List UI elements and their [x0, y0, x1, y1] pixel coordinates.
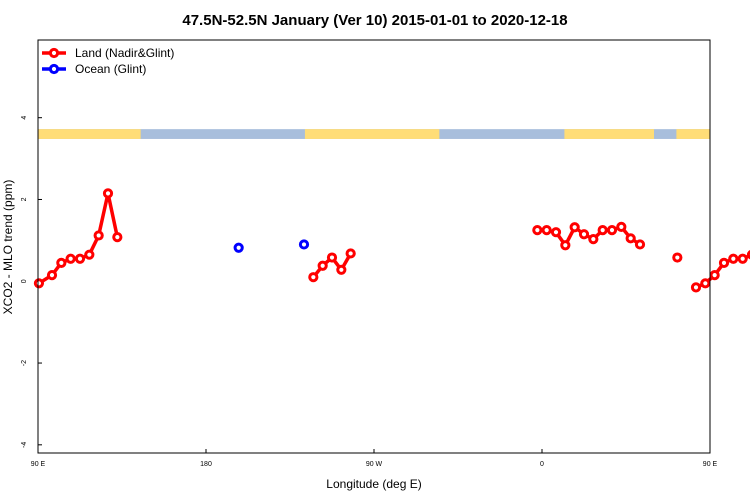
data-point	[700, 278, 711, 289]
data-point	[84, 249, 95, 260]
data-point	[625, 233, 636, 244]
x-tick-labels: 90 E 180 90 W 0 90 E	[31, 461, 718, 468]
x-tick-label: 90 W	[366, 461, 383, 468]
data-point	[569, 222, 580, 233]
legend-label: Ocean (Glint)	[75, 62, 146, 76]
data-point	[65, 253, 76, 264]
series-ocean-glint	[233, 239, 310, 253]
data-point	[737, 253, 748, 264]
chart-title: 47.5N-52.5N January (Ver 10) 2015-01-01 …	[182, 12, 567, 29]
land-band	[38, 129, 141, 139]
y-tick-label: 4	[21, 116, 28, 120]
x-tick-label: 90 E	[703, 461, 718, 468]
data-point	[336, 264, 347, 275]
x-axis-label: Longitude (deg E)	[326, 477, 421, 491]
data-point	[672, 252, 683, 263]
data-point	[541, 225, 552, 236]
legend-item: Land (Nadir&Glint)	[42, 46, 174, 60]
legend: Land (Nadir&Glint) Ocean (Glint)	[42, 46, 174, 76]
data-point	[46, 270, 58, 281]
land-band	[304, 129, 440, 139]
data-point	[532, 225, 543, 236]
data-point	[317, 260, 328, 271]
data-series	[33, 188, 750, 293]
data-point	[588, 234, 599, 245]
data-point	[606, 225, 618, 236]
x-tick-label: 0	[540, 461, 544, 468]
legend-marker	[48, 47, 60, 59]
y-tick-label: 2	[21, 197, 28, 201]
data-point	[233, 242, 244, 253]
data-point	[93, 230, 104, 241]
data-point	[597, 225, 608, 236]
land-ocean-bar	[38, 129, 710, 139]
data-point	[33, 278, 45, 289]
data-point	[578, 229, 590, 240]
legend-marker	[48, 63, 60, 75]
y-tick-label: -2	[21, 360, 28, 366]
x-tick-label: 90 E	[31, 461, 46, 468]
x-tick-label: 180	[200, 461, 212, 468]
data-point	[308, 272, 319, 283]
series-land-nadir-glint	[33, 188, 750, 293]
y-axis-label: XCO2 - MLO trend (ppm)	[1, 180, 15, 315]
legend-item: Ocean (Glint)	[42, 62, 146, 76]
data-point	[102, 188, 114, 199]
data-point	[74, 253, 86, 264]
land-band	[564, 129, 654, 139]
data-point	[550, 227, 562, 238]
data-point	[560, 240, 571, 251]
data-point	[326, 252, 338, 263]
land-band	[676, 129, 710, 139]
y-tick-labels: -4 -2 0 2 4	[21, 116, 28, 448]
data-point	[718, 257, 730, 268]
data-point	[345, 248, 356, 259]
legend-label: Land (Nadir&Glint)	[75, 46, 174, 60]
plot-frame	[37, 39, 711, 454]
data-point	[690, 282, 702, 293]
data-point	[634, 239, 646, 250]
y-tick-label: -4	[21, 442, 28, 448]
data-point	[616, 221, 627, 232]
data-point	[56, 257, 67, 268]
y-tick-label: 0	[21, 279, 28, 283]
data-point	[112, 231, 123, 243]
data-point	[728, 253, 739, 264]
plot-area	[38, 40, 710, 453]
data-point	[709, 270, 720, 281]
data-point	[298, 239, 310, 250]
